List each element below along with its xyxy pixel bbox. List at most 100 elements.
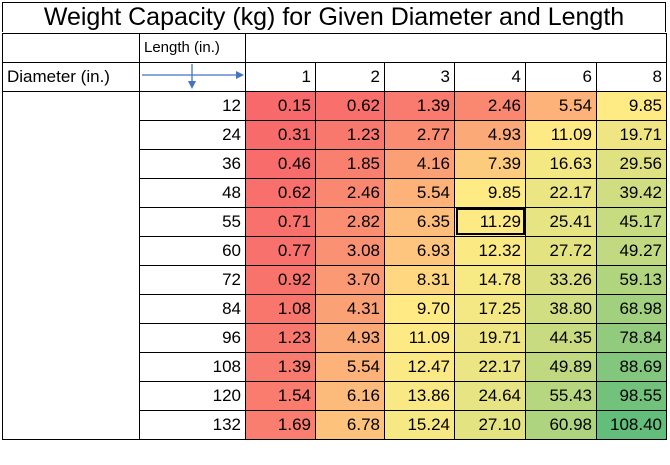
capacity-cell[interactable]: 5.54 [384, 177, 455, 208]
length-header-4[interactable]: 4 [454, 61, 526, 92]
capacity-cell[interactable]: 6.78 [315, 409, 385, 440]
capacity-cell[interactable]: 16.63 [525, 148, 597, 179]
diameter-cell[interactable]: 96 [139, 322, 246, 353]
blank-cell[interactable] [245, 32, 667, 63]
blank-cell[interactable] [2, 236, 140, 265]
capacity-cell[interactable]: 19.71 [454, 322, 526, 353]
capacity-cell[interactable]: 0.92 [245, 264, 316, 295]
capacity-cell[interactable]: 98.55 [596, 380, 667, 411]
capacity-cell[interactable]: 1.39 [384, 90, 455, 121]
capacity-cell[interactable]: 2.46 [454, 90, 526, 121]
capacity-cell[interactable]: 4.16 [384, 148, 455, 179]
capacity-cell[interactable]: 1.54 [245, 380, 316, 411]
capacity-cell[interactable]: 3.08 [315, 235, 385, 266]
length-header-1[interactable]: 1 [245, 61, 316, 92]
capacity-cell[interactable]: 0.71 [245, 206, 316, 237]
selected-capacity-cell[interactable]: 11.29 [454, 206, 526, 237]
capacity-cell[interactable]: 60.98 [525, 409, 597, 440]
length-header-3[interactable]: 3 [384, 61, 455, 92]
capacity-cell[interactable]: 7.39 [454, 148, 526, 179]
blank-cell[interactable] [2, 381, 140, 410]
diameter-cell[interactable]: 24 [139, 119, 246, 150]
capacity-cell[interactable]: 0.62 [245, 177, 316, 208]
diameter-cell[interactable]: 55 [139, 206, 246, 237]
capacity-cell[interactable]: 0.46 [245, 148, 316, 179]
capacity-cell[interactable]: 5.54 [315, 351, 385, 382]
capacity-cell[interactable]: 4.31 [315, 293, 385, 324]
capacity-cell[interactable]: 22.17 [454, 351, 526, 382]
blank-cell[interactable] [2, 410, 140, 440]
blank-cell[interactable] [2, 32, 140, 63]
capacity-cell[interactable]: 4.93 [454, 119, 526, 150]
diameter-cell[interactable]: 120 [139, 380, 246, 411]
capacity-cell[interactable]: 1.85 [315, 148, 385, 179]
capacity-cell[interactable]: 13.86 [384, 380, 455, 411]
capacity-cell[interactable]: 0.15 [245, 90, 316, 121]
length-header-label[interactable]: Length (in.) [139, 32, 246, 63]
blank-cell[interactable] [2, 265, 140, 294]
diameter-cell[interactable]: 48 [139, 177, 246, 208]
blank-cell[interactable] [2, 120, 140, 149]
diameter-cell[interactable]: 36 [139, 148, 246, 179]
table-title[interactable]: Weight Capacity (kg) for Given Diameter … [2, 2, 666, 32]
capacity-cell[interactable]: 108.40 [596, 409, 667, 440]
capacity-cell[interactable]: 55.43 [525, 380, 597, 411]
diameter-cell[interactable]: 60 [139, 235, 246, 266]
capacity-cell[interactable]: 19.71 [596, 119, 667, 150]
diameter-cell[interactable]: 108 [139, 351, 246, 382]
capacity-cell[interactable]: 1.39 [245, 351, 316, 382]
capacity-cell[interactable]: 12.32 [454, 235, 526, 266]
arrow-cell[interactable] [139, 61, 246, 92]
capacity-cell[interactable]: 44.35 [525, 322, 597, 353]
capacity-cell[interactable]: 2.82 [315, 206, 385, 237]
capacity-cell[interactable]: 0.62 [315, 90, 385, 121]
capacity-cell[interactable]: 5.54 [525, 90, 597, 121]
capacity-cell[interactable]: 9.85 [454, 177, 526, 208]
capacity-cell[interactable]: 3.70 [315, 264, 385, 295]
blank-cell[interactable] [2, 294, 140, 323]
diameter-cell[interactable]: 84 [139, 293, 246, 324]
blank-cell[interactable] [2, 90, 140, 120]
capacity-cell[interactable]: 27.72 [525, 235, 597, 266]
capacity-cell[interactable]: 6.16 [315, 380, 385, 411]
diameter-cell[interactable]: 72 [139, 264, 246, 295]
capacity-cell[interactable]: 45.17 [596, 206, 667, 237]
capacity-cell[interactable]: 33.26 [525, 264, 597, 295]
capacity-cell[interactable]: 38.80 [525, 293, 597, 324]
capacity-cell[interactable]: 1.08 [245, 293, 316, 324]
capacity-cell[interactable]: 39.42 [596, 177, 667, 208]
capacity-cell[interactable]: 59.13 [596, 264, 667, 295]
capacity-cell[interactable]: 14.78 [454, 264, 526, 295]
capacity-cell[interactable]: 9.85 [596, 90, 667, 121]
length-header-8[interactable]: 8 [596, 61, 667, 92]
capacity-cell[interactable]: 2.46 [315, 177, 385, 208]
capacity-cell[interactable]: 1.69 [245, 409, 316, 440]
capacity-cell[interactable]: 8.31 [384, 264, 455, 295]
length-header-2[interactable]: 2 [315, 61, 385, 92]
length-header-6[interactable]: 6 [525, 61, 597, 92]
capacity-cell[interactable]: 17.25 [454, 293, 526, 324]
capacity-cell[interactable]: 0.31 [245, 119, 316, 150]
capacity-cell[interactable]: 88.69 [596, 351, 667, 382]
blank-cell[interactable] [2, 178, 140, 207]
capacity-cell[interactable]: 27.10 [454, 409, 526, 440]
diameter-cell[interactable]: 132 [139, 409, 246, 440]
capacity-cell[interactable]: 9.70 [384, 293, 455, 324]
blank-cell[interactable] [2, 207, 140, 236]
blank-cell[interactable] [2, 323, 140, 352]
diameter-header-label[interactable]: Diameter (in.) [2, 61, 140, 92]
capacity-cell[interactable]: 2.77 [384, 119, 455, 150]
capacity-cell[interactable]: 49.27 [596, 235, 667, 266]
capacity-cell[interactable]: 4.93 [315, 322, 385, 353]
capacity-cell[interactable]: 29.56 [596, 148, 667, 179]
diameter-cell[interactable]: 12 [139, 90, 246, 121]
capacity-cell[interactable]: 11.09 [525, 119, 597, 150]
capacity-cell[interactable]: 24.64 [454, 380, 526, 411]
capacity-cell[interactable]: 68.98 [596, 293, 667, 324]
capacity-cell[interactable]: 6.35 [384, 206, 455, 237]
capacity-cell[interactable]: 78.84 [596, 322, 667, 353]
capacity-cell[interactable]: 11.09 [384, 322, 455, 353]
capacity-cell[interactable]: 49.89 [525, 351, 597, 382]
capacity-cell[interactable]: 0.77 [245, 235, 316, 266]
capacity-cell[interactable]: 1.23 [245, 322, 316, 353]
